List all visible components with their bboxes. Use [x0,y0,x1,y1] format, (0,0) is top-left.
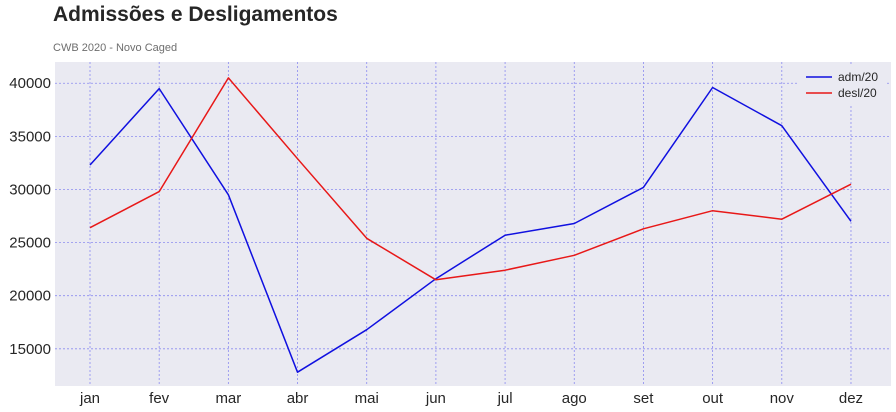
series-line-adm-20 [89,86,852,373]
y-tick-label: 40000 [9,75,51,92]
series-line-desl-20 [89,77,852,281]
y-gridlines [55,82,891,350]
series-lines [89,77,852,373]
y-tick-labels: 15000 20000 25000 30000 35000 40000 [9,75,51,358]
legend: adm/20 desl/20 [798,66,886,104]
y-tick-label: 15000 [9,341,51,358]
x-tick-labels: jan fev mar abr mai jun jul ago set out nov dez [79,390,863,407]
plot-area [55,62,891,386]
x-tick-label: dez [839,390,863,407]
x-tick-label: nov [770,390,795,407]
x-tick-label: jan [79,390,100,407]
x-tick-label: jul [497,390,513,407]
x-tick-label: abr [287,390,309,407]
x-tick-label: ago [562,390,587,407]
x-tick-label: fev [149,390,170,407]
y-tick-label: 35000 [9,128,51,145]
x-tick-label: mar [215,390,241,407]
y-tick-label: 20000 [9,288,51,305]
x-tick-label: out [702,390,724,407]
y-tick-label: 30000 [9,181,51,198]
x-tick-label: jun [425,390,446,407]
chart-subtitle: CWB 2020 - Novo Caged [53,42,178,54]
legend-box [798,66,886,104]
x-tick-label: mai [355,390,379,407]
chart-title: Admissões e Desligamentos [53,3,338,26]
x-gridlines [89,62,852,386]
y-tick-label: 25000 [9,235,51,252]
x-tick-label: set [633,390,654,407]
legend-label: desl/20 [838,86,877,100]
legend-label: adm/20 [838,70,878,84]
